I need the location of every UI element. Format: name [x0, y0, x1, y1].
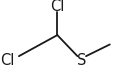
Text: S: S	[77, 53, 86, 68]
Text: Cl: Cl	[0, 53, 15, 68]
Text: Cl: Cl	[50, 0, 65, 14]
